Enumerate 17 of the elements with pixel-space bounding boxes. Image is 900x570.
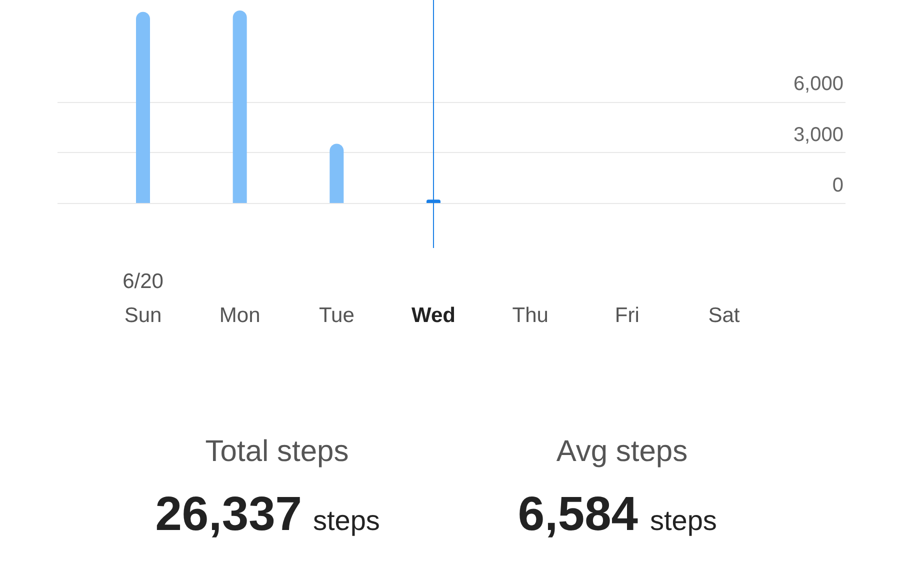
text: steps: [650, 505, 717, 536]
x-tick-label: Sat: [708, 304, 740, 327]
x-tick-label: Fri: [614, 304, 640, 327]
x-tick-label: Tue: [318, 304, 354, 327]
x-tick-label: Wed: [412, 304, 456, 327]
text: 6,584: [518, 488, 638, 541]
text: steps: [313, 505, 380, 536]
x-tick-label: Thu: [512, 304, 548, 327]
y-tick-label: 6,000: [793, 73, 844, 95]
y-tick-label: 3,000: [793, 124, 844, 146]
text: 26,337: [155, 488, 302, 541]
text: Total steps: [205, 435, 349, 468]
y-tick-label: 0: [832, 174, 844, 196]
text: 6/20: [122, 270, 164, 293]
x-tick-label: Mon: [219, 304, 260, 327]
text: Avg steps: [556, 435, 688, 468]
x-tick-label: Sun: [124, 304, 162, 327]
